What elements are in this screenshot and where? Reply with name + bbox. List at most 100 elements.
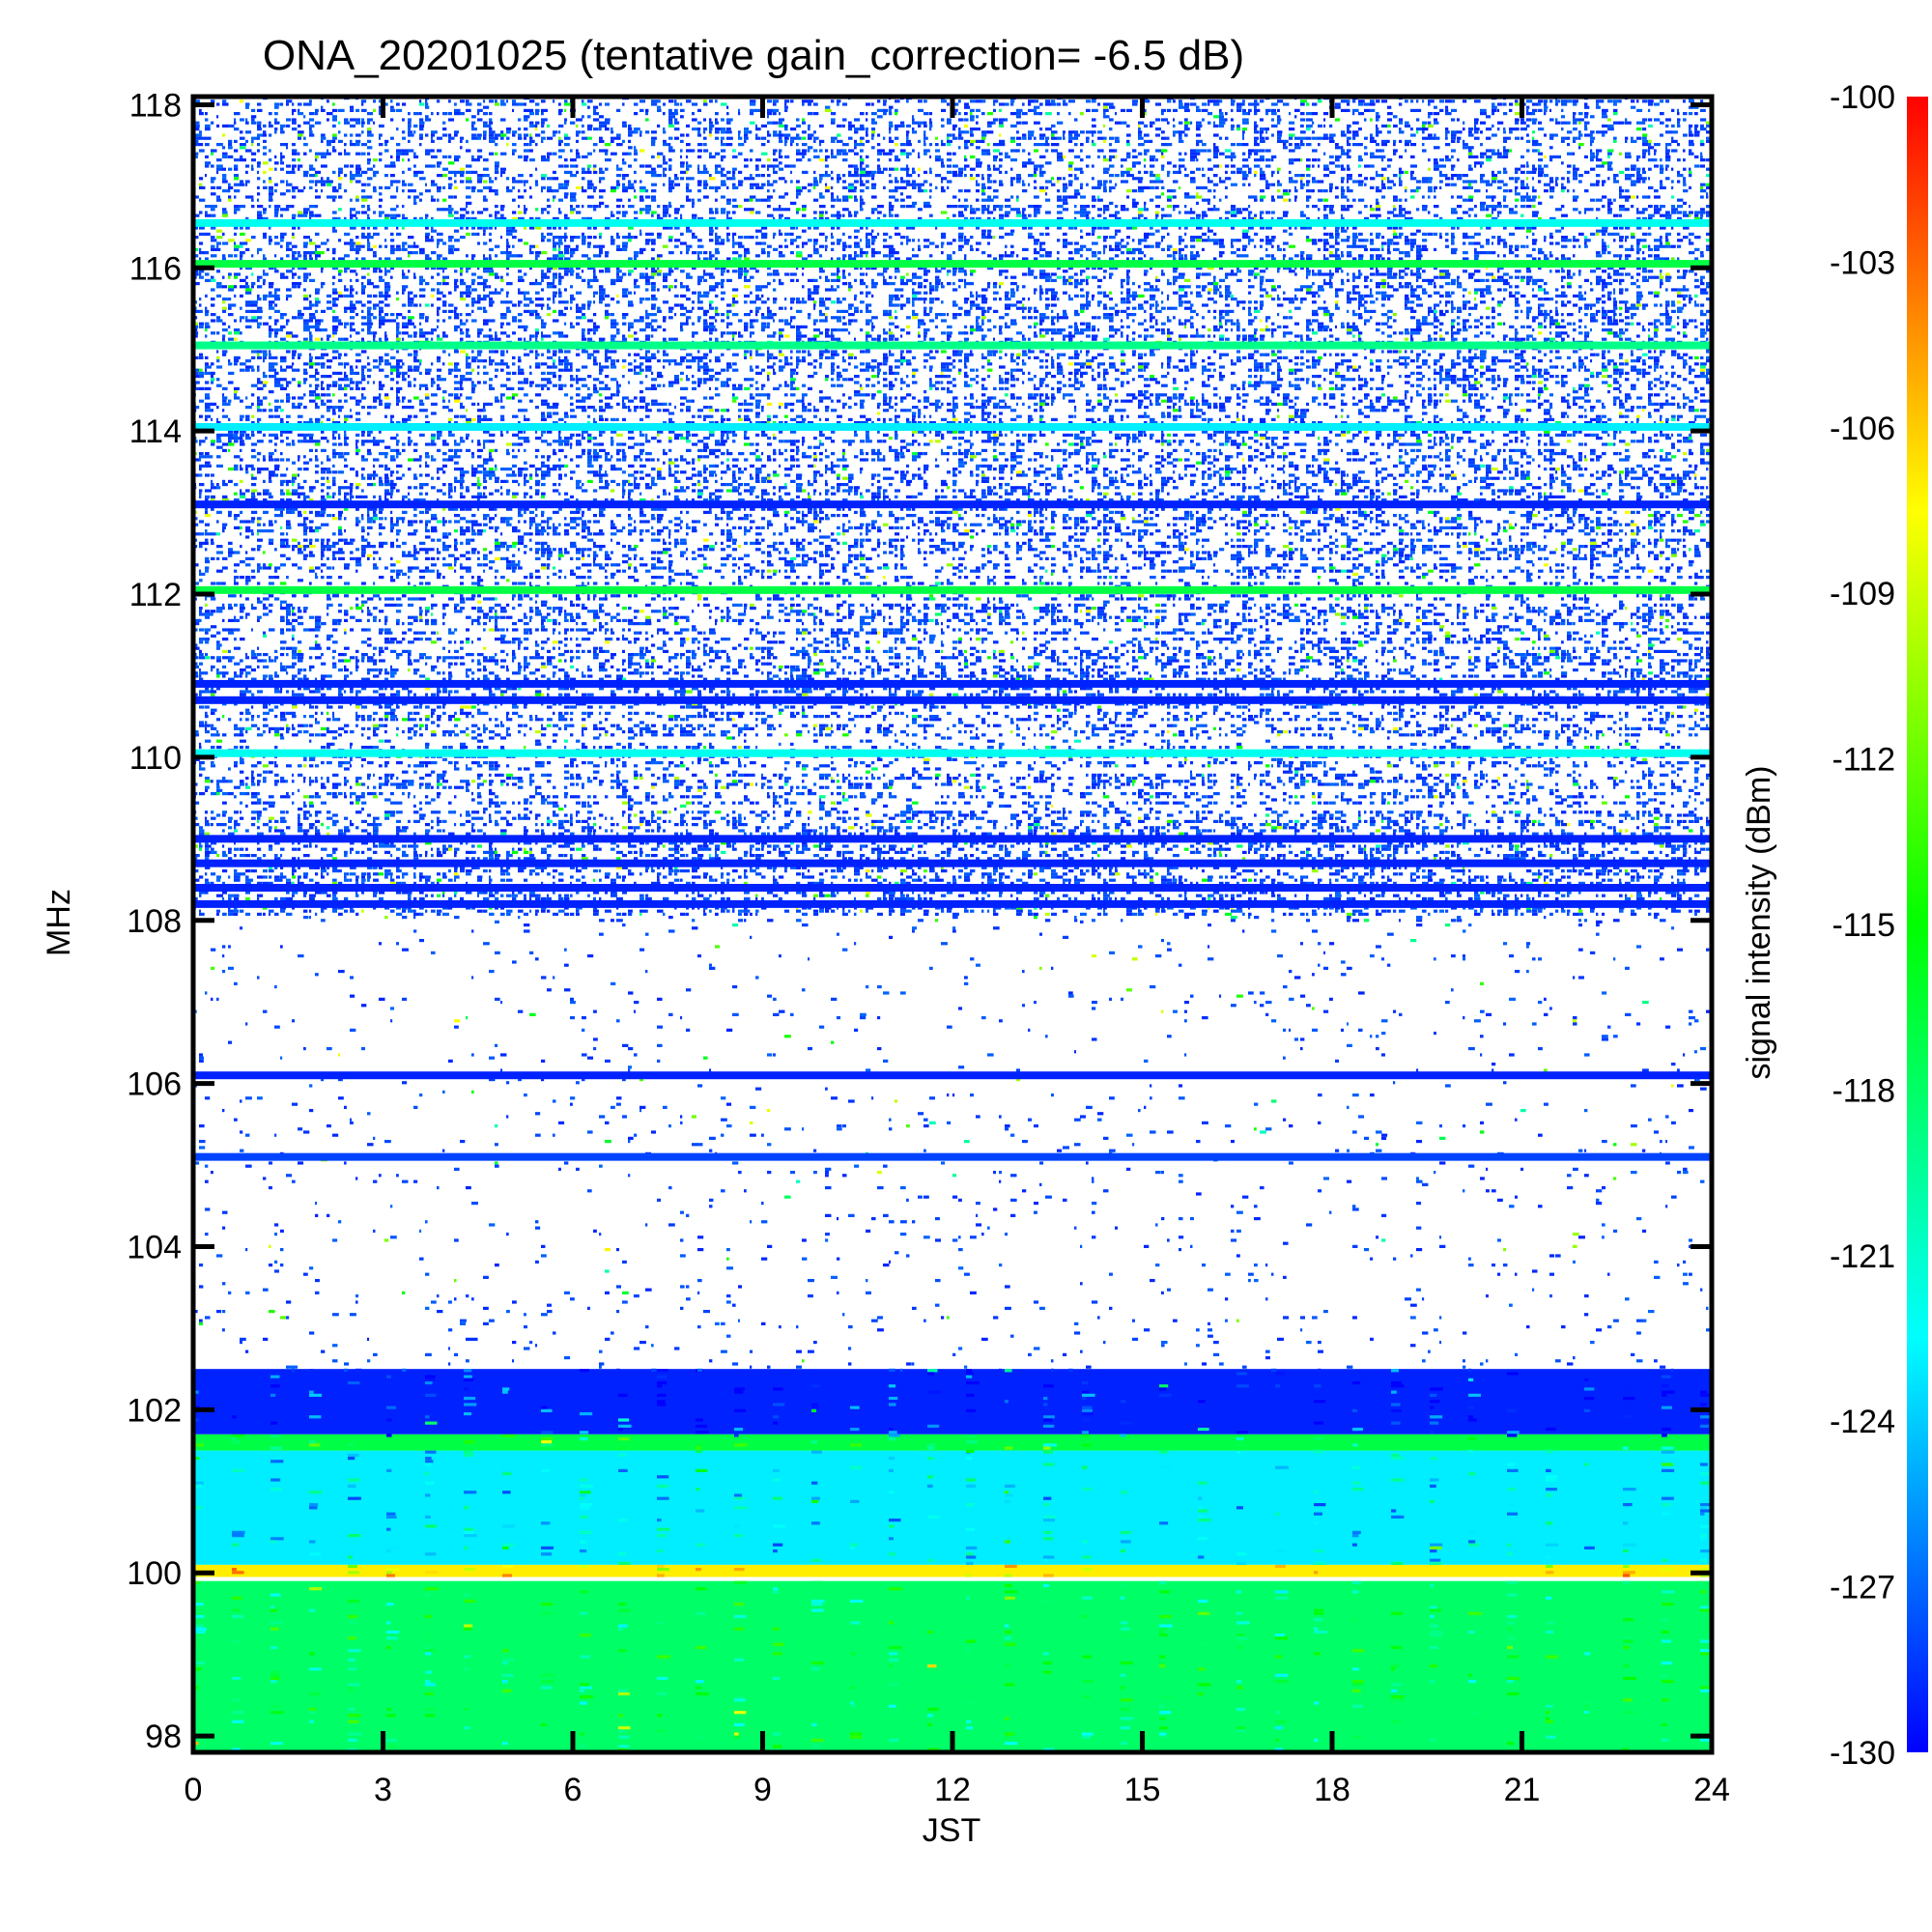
heatmap-cell	[1662, 1603, 1674, 1606]
heatmap-cell	[580, 1436, 588, 1441]
heatmap-cell	[726, 1293, 731, 1298]
heatmap-cell	[303, 115, 306, 119]
heatmap-cell	[1283, 1316, 1290, 1320]
heatmap-cell	[1231, 118, 1234, 122]
heatmap-cell	[1507, 1593, 1519, 1597]
heatmap-cell	[506, 128, 512, 131]
heatmap-cell	[831, 1096, 838, 1100]
heatmap-cell	[761, 1257, 768, 1261]
heatmap-cell	[1242, 929, 1245, 933]
heatmap-cell	[205, 161, 212, 165]
heatmap-cell	[477, 102, 482, 106]
heatmap-cell	[350, 976, 354, 980]
heatmap-cell	[883, 1263, 890, 1267]
heatmap-cell	[1231, 143, 1236, 147]
heatmap-cell	[1457, 139, 1461, 143]
heatmap-cell	[784, 99, 790, 103]
heatmap-cell	[1097, 1118, 1102, 1122]
heatmap-cell	[1474, 121, 1479, 125]
heatmap-cell	[234, 139, 238, 143]
heatmap-cell	[1347, 180, 1350, 184]
heatmap-cell	[1532, 149, 1538, 153]
heatmap-cell	[228, 146, 233, 150]
heatmap-cell	[1671, 1121, 1676, 1124]
heatmap-cell	[232, 1704, 237, 1708]
heatmap-cell	[1546, 1621, 1556, 1625]
heatmap-cell	[564, 118, 568, 122]
heatmap-cell	[1509, 1053, 1515, 1057]
heatmap-cell	[1283, 102, 1290, 106]
heatmap-cell	[1248, 1272, 1254, 1276]
heatmap-cell	[483, 1321, 489, 1325]
heatmap-cell	[750, 185, 754, 189]
heatmap-cell	[1034, 1201, 1039, 1206]
heatmap-cell	[1314, 1521, 1319, 1525]
heatmap-cell	[1184, 152, 1187, 156]
heatmap-cell	[1335, 118, 1340, 122]
heatmap-cell	[269, 121, 271, 125]
heatmap-cell	[929, 112, 933, 116]
heatmap-cell	[1161, 1170, 1164, 1175]
heatmap-cell	[193, 1161, 200, 1165]
heatmap-cell	[842, 124, 845, 128]
heatmap-cell	[1184, 118, 1188, 122]
heatmap-cell	[628, 1139, 631, 1144]
heatmap-cell	[964, 155, 967, 158]
heatmap-cell	[315, 112, 319, 116]
heatmap-cell	[338, 1077, 343, 1082]
heatmap-cell	[1578, 923, 1583, 927]
heatmap-cell	[605, 1121, 610, 1124]
heatmap-cell	[1271, 174, 1274, 178]
heatmap-cell	[1590, 136, 1596, 140]
heatmap-cell	[697, 167, 700, 171]
heatmap-cell	[750, 158, 753, 162]
heatmap-cell	[1434, 185, 1438, 189]
heatmap-cell	[1086, 183, 1089, 186]
colorbar-label: signal intensity (dBm)	[1741, 765, 1777, 1079]
heatmap-cell	[1391, 1695, 1405, 1699]
heatmap-cell	[1352, 1683, 1363, 1687]
heatmap-cell	[1509, 102, 1514, 106]
heatmap-cell	[1474, 164, 1477, 168]
heatmap-cell	[1005, 152, 1009, 156]
heatmap-cell	[1416, 1288, 1421, 1292]
heatmap-cell	[1532, 177, 1535, 181]
heatmap-cell	[837, 1291, 839, 1294]
heatmap-cell	[1277, 167, 1281, 171]
heatmap-cell	[668, 124, 675, 128]
heatmap-cell	[616, 174, 622, 178]
heatmap-cell	[524, 143, 529, 147]
heatmap-cell	[1352, 1680, 1364, 1684]
heatmap-cell	[257, 164, 261, 168]
heatmap-cell	[309, 180, 315, 184]
heatmap-cell	[923, 143, 926, 147]
heatmap-cell	[696, 1611, 706, 1615]
heatmap-cell	[454, 1297, 457, 1301]
heatmap-cell	[634, 1347, 640, 1350]
heatmap-cell	[1159, 1627, 1167, 1631]
heatmap-cell	[1662, 1463, 1674, 1466]
heatmap-cell	[680, 1238, 684, 1242]
heatmap-cell	[419, 1229, 422, 1233]
heatmap-cell	[657, 1695, 663, 1699]
heatmap-cell	[564, 164, 569, 168]
heatmap-cell	[1370, 1337, 1374, 1341]
heatmap-cell	[1613, 1229, 1618, 1233]
heatmap-cell	[767, 99, 773, 103]
heatmap-cell	[842, 180, 847, 184]
heatmap-cell	[709, 130, 712, 134]
heatmap-cell	[1121, 1400, 1126, 1404]
heatmap-cell	[1312, 136, 1319, 140]
heatmap-cell	[605, 128, 610, 131]
heatmap-cell	[408, 149, 414, 153]
heatmap-cell	[1391, 1369, 1399, 1373]
heatmap-cell	[506, 136, 510, 140]
heatmap-cell	[263, 1009, 268, 1013]
heatmap-cell	[645, 1288, 652, 1292]
heatmap-cell	[309, 1502, 319, 1507]
heatmap-cell	[1043, 1537, 1054, 1541]
heatmap-cell	[750, 177, 755, 181]
heatmap-cell	[309, 1608, 315, 1612]
heatmap-cell	[1225, 164, 1230, 168]
heatmap-cell	[1596, 152, 1600, 156]
